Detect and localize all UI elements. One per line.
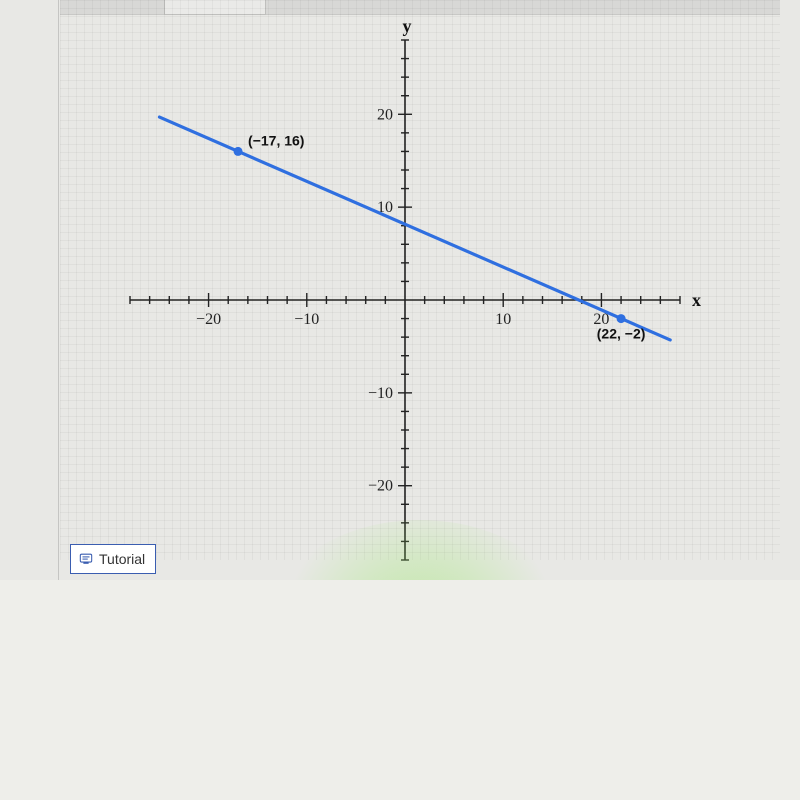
bottom-panel [0, 580, 800, 800]
x-axis-label: x [692, 290, 701, 310]
y-tick-label: 20 [377, 106, 393, 123]
x-tick-label: 10 [495, 311, 511, 328]
tutorial-button[interactable]: Tutorial [70, 544, 156, 574]
plot-point [234, 147, 243, 156]
y-tick-label: −10 [368, 385, 393, 402]
point-label: (−17, 16) [248, 132, 304, 148]
x-tick-label: −10 [294, 311, 319, 328]
x-tick-label: −20 [196, 311, 221, 328]
plot-point [617, 314, 626, 323]
coordinate-plot: −20−101020−20−101020xy(−17, 16)(22, −2) [130, 40, 680, 560]
tutorial-button-label: Tutorial [99, 551, 145, 567]
tutorial-icon [79, 552, 93, 566]
plot-svg: −20−101020−20−101020xy(−17, 16)(22, −2) [130, 40, 680, 560]
page-root: −20−101020−20−101020xy(−17, 16)(22, −2) … [0, 0, 800, 800]
point-label: (22, −2) [597, 326, 646, 342]
y-axis-label: y [403, 16, 412, 36]
left-margin-rule [58, 0, 59, 580]
y-tick-label: −20 [368, 478, 393, 495]
